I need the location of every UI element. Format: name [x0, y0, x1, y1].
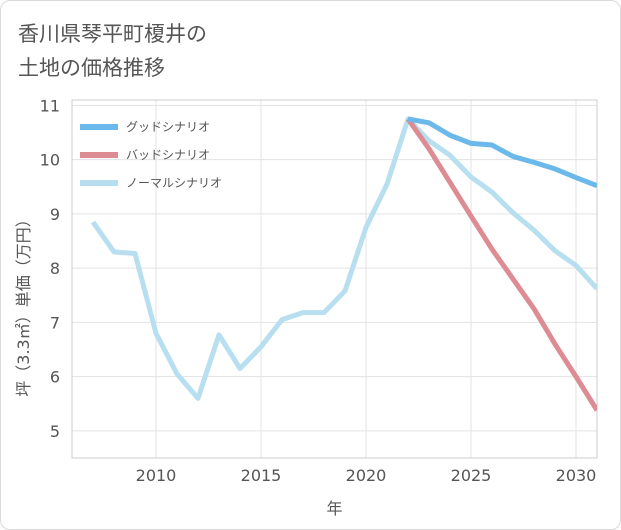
x-tick-label: 2010 [136, 466, 177, 485]
x-axis-tick-labels: 2010 2015 2020 2025 2030 [136, 466, 597, 485]
x-tick-label: 2030 [556, 466, 597, 485]
y-tick-label: 7 [50, 313, 60, 332]
title-line-1: 香川県琴平町榎井の [18, 22, 207, 46]
y-tick-label: 11 [40, 96, 60, 115]
y-tick-label: 5 [50, 422, 60, 441]
chart-title: 香川県琴平町榎井の 土地の価格推移 [18, 17, 207, 85]
y-tick-label: 8 [50, 259, 60, 278]
series-line-3 [90, 116, 597, 401]
series-line-2 [405, 117, 597, 412]
series-lines [90, 116, 597, 412]
y-tick-label: 6 [50, 368, 60, 387]
grid [72, 100, 597, 458]
x-axis-label: 年 [326, 499, 342, 518]
x-tick-label: 2015 [241, 466, 282, 485]
plot-area-frame [71, 99, 598, 459]
x-tick-label: 2025 [451, 466, 492, 485]
x-tick-label: 2020 [346, 466, 387, 485]
y-axis-label: 坪（3.3㎡）単価（万円） [14, 211, 33, 396]
legend-label: バッドシナリオ [126, 148, 210, 162]
series-line-1 [407, 116, 597, 189]
legend-label: ノーマルシナリオ [126, 176, 222, 190]
y-axis-tick-labels: 5 6 7 8 9 10 11 [40, 96, 60, 440]
y-tick-label: 9 [50, 205, 60, 224]
y-tick-label: 10 [40, 151, 60, 170]
title-line-2: 土地の価格推移 [18, 56, 165, 80]
legend-label: グッドシナリオ [126, 120, 210, 134]
